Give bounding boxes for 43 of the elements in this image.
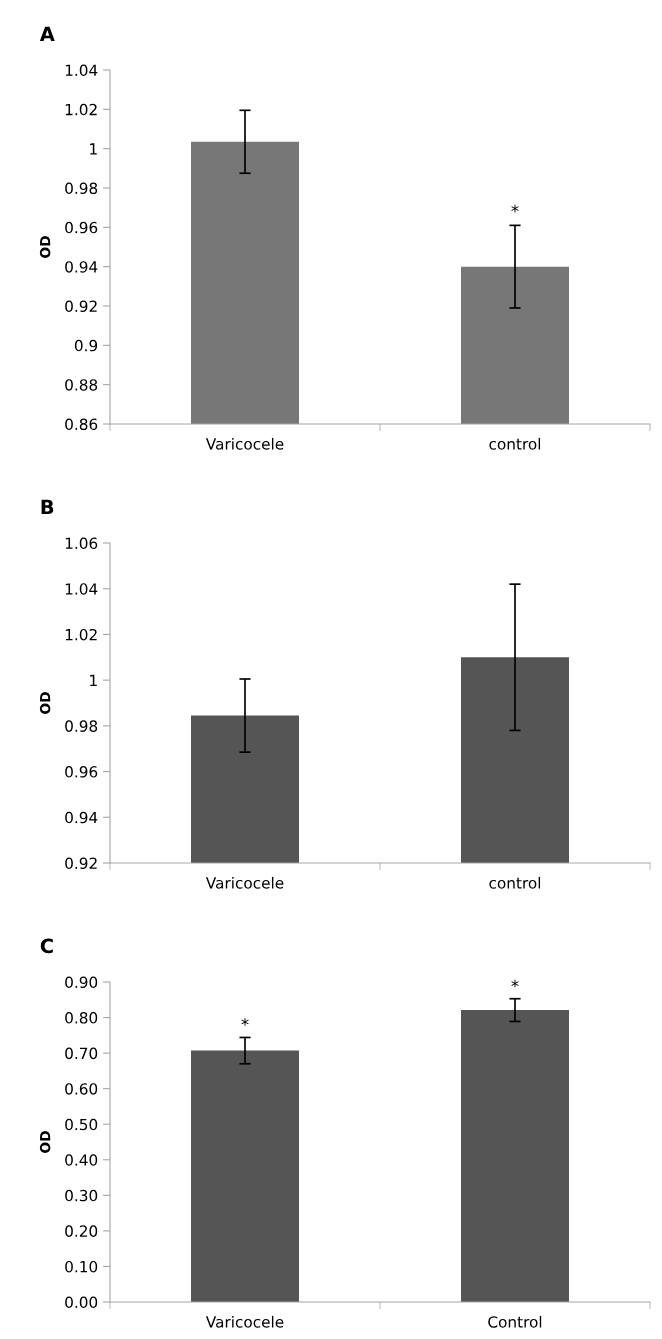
y-tick-label: 0.94 bbox=[65, 261, 98, 273]
x-tick-label: Varicocele bbox=[205, 1315, 284, 1328]
annotation: * bbox=[511, 204, 519, 213]
y-tick-label: 1.02 bbox=[65, 628, 97, 641]
y-tick-label: 0.94 bbox=[65, 811, 98, 824]
y-tick-label: 1.06 bbox=[65, 537, 98, 550]
y-tick-label: 1 bbox=[90, 143, 97, 155]
y-tick-label: 0.92 bbox=[65, 300, 97, 313]
y-axis-title: OD bbox=[39, 236, 51, 258]
y-tick-label: 0.86 bbox=[65, 418, 98, 431]
y-tick-label: 0.60 bbox=[65, 1083, 98, 1095]
x-tick-label: Control bbox=[488, 1315, 542, 1328]
annotation: * bbox=[241, 1018, 249, 1026]
x-tick-label: Varicocele bbox=[205, 876, 284, 889]
y-tick-label: 0.10 bbox=[65, 1260, 98, 1273]
y-tick-label: 0.88 bbox=[65, 379, 98, 391]
y-tick-label: 0.80 bbox=[65, 1012, 98, 1024]
y-tick-label: 0.96 bbox=[65, 766, 98, 778]
y-tick-label: 0.90 bbox=[65, 976, 98, 989]
y-tick-label: 0.40 bbox=[65, 1154, 98, 1166]
y-tick-label: 0.9 bbox=[74, 339, 98, 352]
x-tick-label: Varicocele bbox=[205, 437, 284, 450]
y-tick-label: 0.70 bbox=[65, 1047, 98, 1060]
y-tick-label: 1.04 bbox=[65, 583, 98, 595]
y-tick-label: 0.98 bbox=[65, 720, 98, 732]
chart-title: B bbox=[41, 499, 54, 514]
chart-title: A bbox=[39, 26, 55, 41]
y-tick-label: 0.20 bbox=[65, 1225, 98, 1237]
y-axis-title: OD bbox=[39, 692, 51, 714]
y-tick-label: 1 bbox=[90, 674, 97, 686]
y-axis-title: OD bbox=[39, 1131, 51, 1153]
y-tick-label: 1.04 bbox=[65, 64, 98, 77]
chart-title: C bbox=[40, 938, 53, 954]
y-tick-label: 0.50 bbox=[65, 1118, 98, 1131]
y-tick-label: 0.98 bbox=[65, 182, 98, 195]
x-tick-label: control bbox=[489, 437, 541, 450]
y-tick-label: 1.02 bbox=[65, 103, 97, 116]
x-tick-label: control bbox=[489, 876, 541, 889]
y-tick-label: 0.92 bbox=[65, 857, 97, 870]
y-tick-label: 0.00 bbox=[65, 1296, 98, 1309]
y-tick-label: 0.30 bbox=[65, 1189, 98, 1202]
y-tick-label: 0.96 bbox=[65, 221, 98, 234]
annotation: * bbox=[511, 979, 519, 988]
